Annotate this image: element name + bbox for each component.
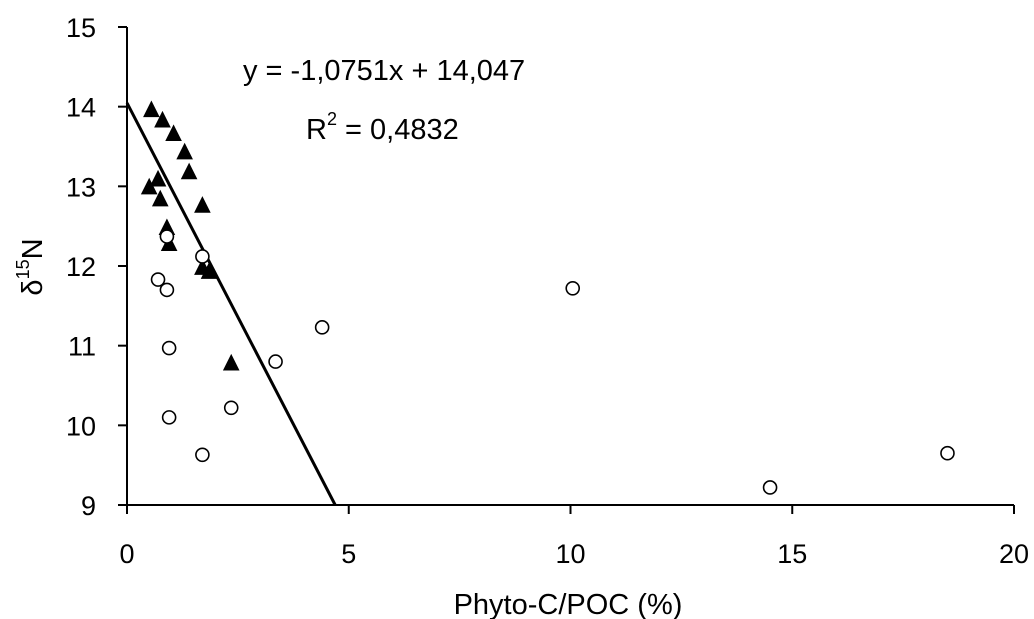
y-axis-label: δ15N	[13, 238, 49, 295]
r-squared-label: R2 = 0,4832	[306, 109, 459, 146]
data-point-circle	[161, 340, 177, 356]
data-point-circle	[159, 229, 175, 244]
y-axis-label-n: N	[17, 238, 49, 259]
y-axis-label-sup: 15	[13, 259, 33, 279]
data-point-triangle	[200, 262, 218, 279]
data-point-circle	[150, 272, 166, 287]
data-point-circle	[223, 400, 239, 416]
y-axis-label-delta: δ	[17, 279, 49, 295]
r-squared-sup: 2	[327, 109, 337, 129]
y-tick-label: 9	[81, 491, 96, 521]
y-tick-labels: 9 10 11 12 13 14 15	[66, 13, 96, 521]
data-point-triangle	[140, 177, 158, 195]
data-point-triangle	[149, 169, 167, 187]
y-tick-label: 12	[66, 252, 96, 282]
data-point-triangle	[143, 100, 160, 118]
r-squared-value: = 0,4832	[337, 114, 459, 146]
y-tick-label: 11	[68, 332, 96, 362]
y-tick-label: 14	[66, 93, 96, 123]
data-point-circle	[195, 249, 210, 264]
data-point-triangle	[222, 353, 240, 371]
data-points	[140, 100, 955, 495]
trendline-equation: y = -1,0751x + 14,047	[243, 55, 525, 87]
y-tick-label: 13	[66, 172, 96, 202]
x-tick-labels: 0 5 10 15 20	[119, 539, 1029, 569]
r-squared-r: R	[306, 114, 327, 146]
data-point-circle	[762, 480, 778, 495]
data-point-triangle	[165, 124, 182, 142]
data-point-circle	[161, 410, 177, 425]
y-tick-label: 10	[66, 411, 96, 441]
x-axis-label: Phyto-C/POC (%)	[454, 589, 683, 619]
trendline	[125, 102, 337, 506]
x-tick-label: 10	[555, 539, 585, 569]
x-tick-label: 20	[999, 539, 1029, 569]
data-point-triangle	[194, 196, 211, 213]
data-point-circle	[159, 282, 175, 298]
data-point-triangle	[176, 142, 193, 160]
data-point-triangle	[180, 162, 198, 180]
data-point-circle	[314, 320, 330, 335]
data-point-triangle	[154, 110, 171, 128]
x-tick-label: 15	[777, 539, 807, 569]
data-point-triangle	[151, 189, 169, 207]
y-tick-label: 15	[66, 13, 96, 43]
data-point-circle	[940, 445, 955, 461]
x-tick-label: 5	[341, 539, 356, 569]
x-tick-label: 0	[119, 539, 134, 569]
tick-marks	[118, 26, 1015, 514]
data-point-circle	[565, 281, 581, 296]
data-point-circle	[195, 447, 210, 463]
data-point-circle	[268, 354, 283, 369]
